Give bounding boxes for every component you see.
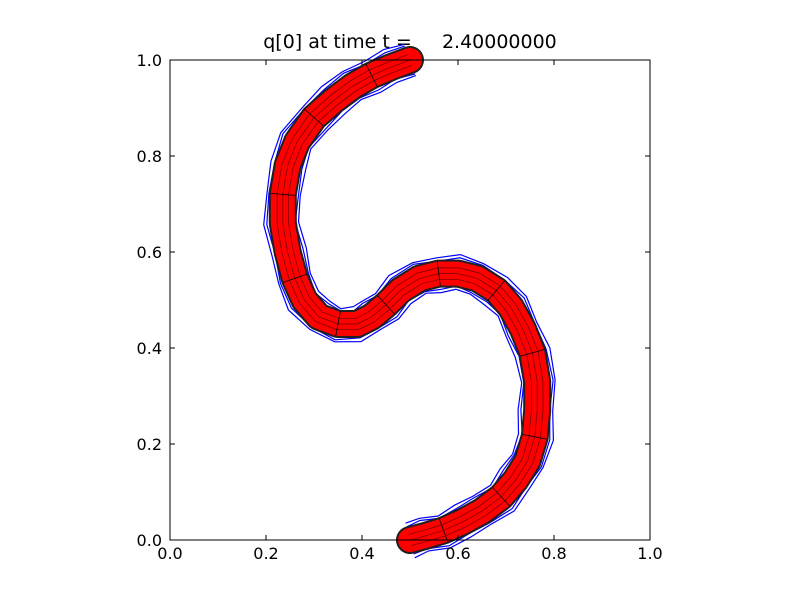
plot-area bbox=[263, 43, 556, 559]
y-tick-label: 0.2 bbox=[137, 435, 162, 454]
x-tick-label: 1.0 bbox=[637, 544, 662, 563]
inner-contour bbox=[288, 65, 544, 546]
y-tick-label: 0.6 bbox=[137, 243, 162, 262]
chart-title: q[0] at time t = 2.40000000 bbox=[263, 31, 557, 53]
x-tick-label: 0.2 bbox=[253, 544, 278, 563]
patch-edge bbox=[436, 261, 441, 287]
patch-edge bbox=[377, 295, 395, 315]
patch-edge bbox=[304, 109, 324, 127]
y-tick-label: 0.0 bbox=[137, 531, 162, 550]
patch-edge bbox=[492, 487, 510, 507]
x-axis: 0.0 0.2 0.4 0.6 0.8 1.0 bbox=[157, 60, 663, 563]
patch-edge bbox=[365, 64, 378, 87]
y-tick-label: 1.0 bbox=[137, 51, 162, 70]
x-tick-label: 0.8 bbox=[541, 544, 566, 563]
x-tick-label: 0.6 bbox=[445, 544, 470, 563]
y-tick-label: 0.4 bbox=[137, 339, 162, 358]
patch-edge bbox=[335, 311, 341, 337]
patch-edge bbox=[520, 349, 545, 357]
patch-edge bbox=[282, 273, 307, 283]
contour-line bbox=[263, 43, 523, 524]
plot-frame bbox=[169, 59, 651, 541]
inner-contour bbox=[282, 59, 538, 541]
patch-edge bbox=[270, 192, 296, 196]
contour-line bbox=[297, 75, 556, 559]
patch-edge bbox=[438, 518, 449, 543]
x-tick-label: 0.4 bbox=[349, 544, 374, 563]
inner-contour bbox=[276, 54, 532, 535]
x-tick-label: 0.0 bbox=[157, 544, 182, 563]
y-tick-label: 0.8 bbox=[137, 147, 162, 166]
y-axis: 0.0 0.2 0.4 0.6 0.8 1.0 bbox=[137, 51, 650, 550]
patch-edge bbox=[522, 434, 548, 440]
patch-edge bbox=[487, 280, 505, 301]
